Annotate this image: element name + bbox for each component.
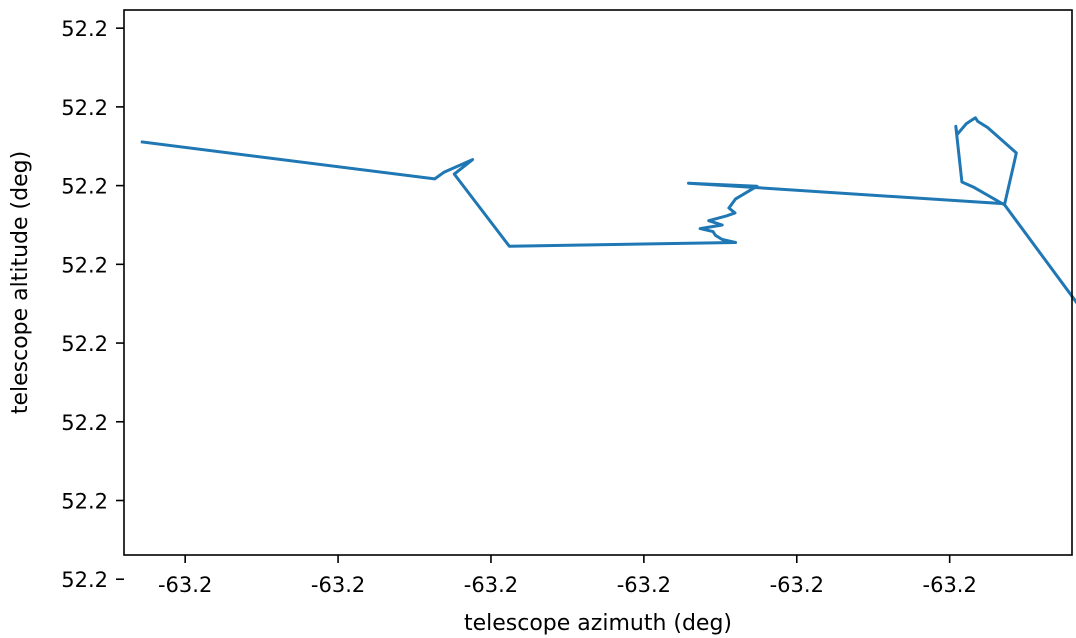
y-tick-label: 52.2	[61, 96, 108, 120]
y-tick-label: 52.2	[61, 490, 108, 514]
x-tick-label: -63.2	[464, 573, 518, 597]
y-axis-ticks: 52.2 52.2 52.2 52.2 52.2 52.2 52.2 52.2	[61, 17, 124, 592]
x-tick-label: -63.2	[311, 573, 365, 597]
y-axis-label: telescope altitude (deg)	[8, 151, 33, 414]
series-line-1	[140, 116, 1076, 305]
x-axis-ticks: -63.2-63.2-63.2-63.2-63.2-63.2-63.2	[158, 555, 1076, 597]
series-layer	[140, 116, 1076, 305]
x-tick-label: -63.2	[770, 573, 824, 597]
x-tick-label: -63.2	[158, 573, 212, 597]
x-tick-label: -63.2	[617, 573, 671, 597]
x-axis-label: telescope azimuth (deg)	[464, 611, 732, 636]
y-tick-label: 52.2	[61, 332, 108, 356]
y-tick-label: 52.2	[61, 568, 108, 592]
axes-frame	[123, 9, 1073, 556]
x-tick-label: -63.2	[923, 573, 977, 597]
y-tick-label: 52.2	[61, 411, 108, 435]
y-tick-label: 52.2	[61, 17, 108, 41]
y-tick-label: 52.2	[61, 253, 108, 277]
y-tick-label: 52.2	[61, 175, 108, 199]
